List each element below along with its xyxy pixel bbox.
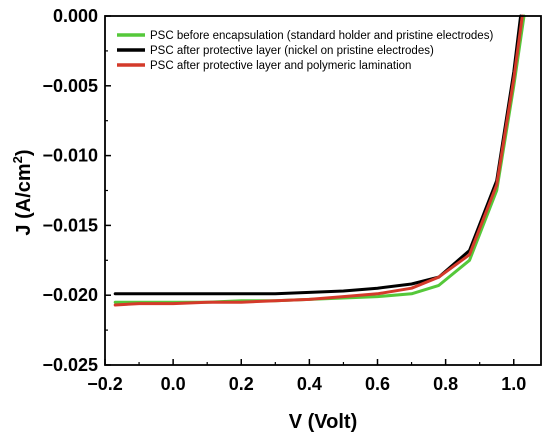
series-line-3 (113, 14, 524, 307)
x-tick-label: 1.0 (501, 374, 526, 394)
y-axis-title: J (A/cm2) (10, 149, 35, 235)
x-tick-label: 0.2 (229, 374, 254, 394)
y-axis: 0.000 −0.005 −0.010 −0.015 −0.020 −0.025 (42, 6, 111, 375)
series-line-2 (113, 14, 523, 296)
x-tick-label: 0.8 (433, 374, 458, 394)
x-tick-label: 0.4 (297, 374, 322, 394)
y-tick-label: −0.020 (42, 285, 98, 305)
x-axis: −0.2 0.0 0.2 0.4 0.6 0.8 1.0 (87, 359, 526, 394)
y-tick-label: 0.000 (53, 6, 98, 26)
y-tick-label: −0.015 (42, 215, 98, 235)
x-tick-label: −0.2 (87, 374, 123, 394)
y-axis-title-suffix: ) (13, 149, 35, 156)
legend-label-2: PSC after protective layer (nickel on pr… (150, 45, 434, 57)
legend-label-1: PSC before encapsulation (standard holde… (150, 30, 493, 42)
legend-label-3: PSC after protective layer and polymeric… (150, 60, 411, 72)
x-tick-label: 0.0 (161, 374, 186, 394)
y-axis-title-main: J (A/cm (13, 163, 35, 235)
y-tick-label: −0.025 (42, 355, 98, 375)
y-tick-label: −0.005 (42, 76, 98, 96)
y-axis-title-sup: 2 (10, 156, 25, 163)
x-tick-label: 0.6 (365, 374, 390, 394)
y-tick-label: −0.010 (42, 146, 98, 166)
x-axis-title: V (Volt) (289, 411, 358, 433)
legend: PSC before encapsulation (standard holde… (117, 30, 493, 72)
plot-series-layer (113, 14, 526, 307)
